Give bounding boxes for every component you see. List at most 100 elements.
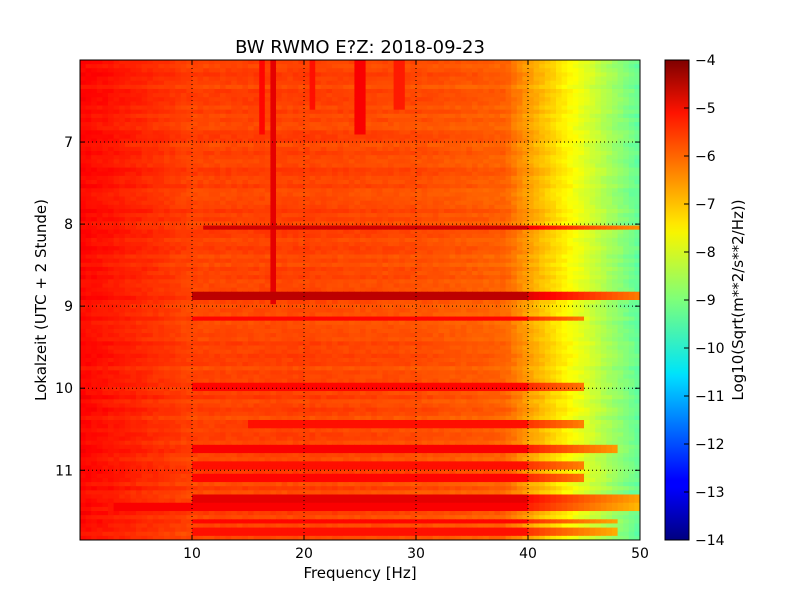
heatmap-cell: [612, 93, 619, 98]
heatmap-cell: [236, 246, 243, 251]
heatmap-cell: [416, 117, 423, 123]
heatmap-cell: [141, 233, 148, 239]
heatmap-cell: [309, 64, 316, 69]
heatmap-cell: [388, 113, 395, 119]
heatmap-cell: [276, 72, 283, 78]
heatmap-cell: [80, 72, 87, 78]
heatmap-cell: [231, 155, 238, 160]
heatmap-cell: [544, 262, 551, 268]
heatmap-cell: [231, 117, 238, 123]
heatmap-cell: [102, 146, 109, 152]
heatmap-cell: [477, 167, 484, 173]
heatmap-cell: [360, 180, 367, 185]
heatmap-cell: [544, 68, 551, 74]
heatmap-cell: [292, 192, 299, 198]
heatmap-cell: [550, 80, 557, 86]
heatmap-cell: [505, 192, 512, 198]
heatmap-cell: [102, 262, 109, 268]
heatmap-cell: [220, 171, 227, 177]
heatmap-cell: [108, 180, 115, 185]
heatmap-cell: [225, 126, 232, 131]
heatmap-cell: [449, 233, 456, 239]
heatmap-cell: [298, 192, 305, 198]
heatmap-cell: [192, 171, 199, 177]
heatmap-cell: [292, 84, 299, 90]
heatmap-cell: [214, 72, 221, 78]
heatmap-cell: [572, 221, 579, 227]
heatmap-cell: [533, 208, 540, 214]
heatmap-cell: [444, 105, 451, 111]
heatmap-cell: [432, 246, 439, 251]
heatmap-cell: [287, 117, 294, 123]
heatmap-cell: [287, 60, 294, 65]
heatmap-cell: [393, 171, 400, 177]
heatmap-cell: [208, 213, 215, 218]
heatmap-cell: [595, 242, 602, 247]
heatmap-cell: [270, 72, 277, 78]
heatmap-cell: [365, 97, 372, 102]
heatmap-cell: [382, 64, 389, 69]
heatmap-cell: [444, 171, 451, 177]
heatmap-cell: [449, 68, 456, 74]
heatmap-cell: [539, 250, 546, 256]
heatmap-cell: [208, 233, 215, 239]
heatmap-cell: [231, 76, 238, 82]
heatmap-cell: [427, 254, 434, 260]
heatmap-cell: [197, 72, 204, 78]
heatmap-cell: [192, 159, 199, 165]
heatmap-cell: [522, 146, 529, 152]
heatmap-cell: [533, 163, 540, 169]
heatmap-cell: [152, 242, 159, 247]
heatmap-cell: [393, 246, 400, 251]
heatmap-cell: [421, 117, 428, 123]
heatmap-cell: [617, 88, 624, 94]
heatmap-cell: [416, 229, 423, 235]
heatmap-cell: [147, 217, 154, 222]
heatmap-cell: [511, 93, 518, 98]
heatmap-cell: [343, 105, 350, 111]
heatmap-cell: [309, 88, 316, 94]
heatmap-cell: [511, 88, 518, 94]
heatmap-cell: [158, 126, 165, 131]
heatmap-cell: [276, 113, 283, 119]
heatmap-cell: [292, 138, 299, 144]
heatmap-cell: [264, 93, 271, 98]
heatmap-cell: [236, 192, 243, 198]
heatmap-cell: [136, 225, 143, 231]
heatmap-cell: [203, 72, 210, 78]
heatmap-cell: [197, 250, 204, 256]
heatmap-cell: [169, 171, 176, 177]
heatmap-cell: [578, 254, 585, 260]
heatmap-cell: [164, 146, 171, 152]
heatmap-cell: [421, 163, 428, 169]
heatmap-cell: [158, 151, 165, 156]
heatmap-cell: [203, 60, 210, 65]
heatmap-cell: [298, 229, 305, 235]
heatmap-cell: [231, 213, 238, 218]
heatmap-cell: [477, 88, 484, 94]
heatmap-cell: [483, 246, 490, 251]
heatmap-cell: [606, 217, 613, 222]
heatmap-cell: [136, 72, 143, 78]
heatmap-cell: [281, 233, 288, 239]
heatmap-cell: [550, 192, 557, 198]
heatmap-cell: [259, 84, 266, 90]
heatmap-cell: [337, 250, 344, 256]
heatmap-cell: [427, 97, 434, 102]
heatmap-cell: [444, 237, 451, 243]
heatmap-cell: [550, 237, 557, 243]
heatmap-cell: [382, 237, 389, 243]
heatmap-cell: [544, 242, 551, 247]
heatmap-cell: [561, 250, 568, 256]
heatmap-cell: [539, 246, 546, 251]
heatmap-cell: [606, 109, 613, 115]
heatmap-cell: [236, 229, 243, 235]
heatmap-cell: [528, 229, 535, 235]
heatmap-cell: [343, 250, 350, 256]
heatmap-cell: [376, 109, 383, 115]
heatmap-cell: [175, 237, 182, 243]
heatmap-cell: [432, 204, 439, 210]
heatmap-cell: [164, 88, 171, 94]
heatmap-cell: [124, 242, 131, 247]
heatmap-cell: [141, 93, 148, 98]
